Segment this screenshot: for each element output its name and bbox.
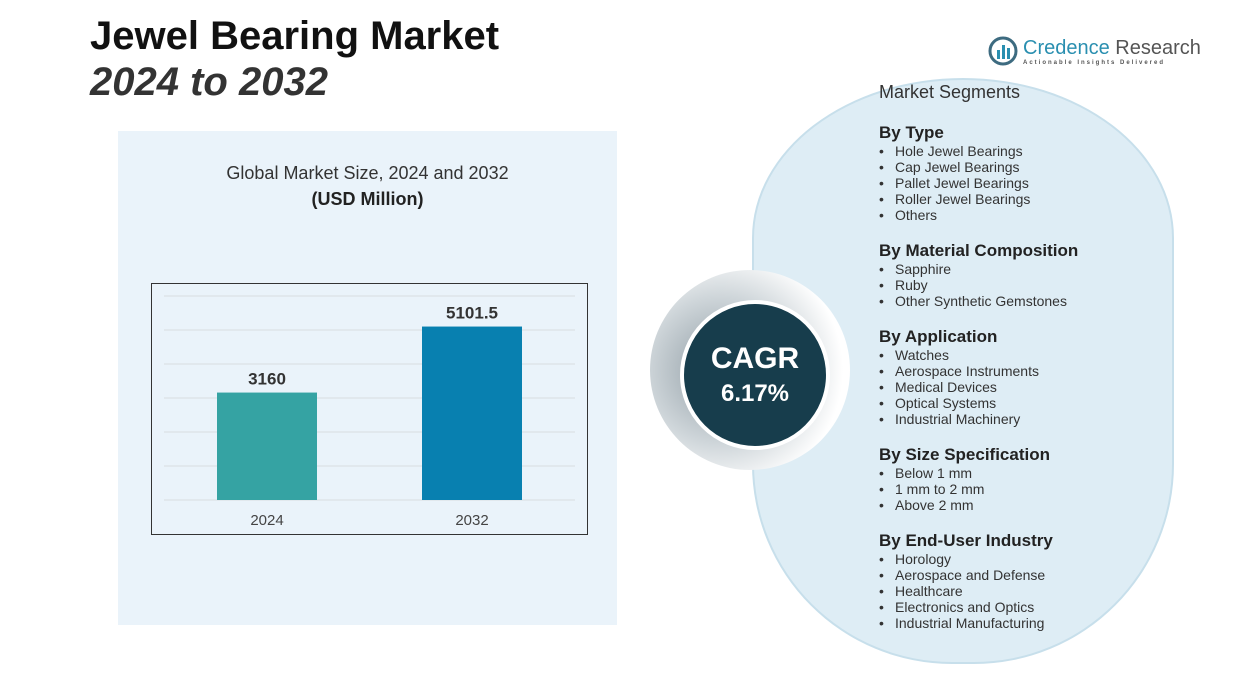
segment-group: By Size SpecificationBelow 1 mm1 mm to 2… xyxy=(879,445,1179,513)
logo-name: Credence Research xyxy=(1023,36,1201,59)
bar-2024 xyxy=(217,392,317,500)
segment-item: Aerospace and Defense xyxy=(879,567,1179,583)
segment-group: By ApplicationWatchesAerospace Instrumen… xyxy=(879,327,1179,427)
segments-heading: Market Segments xyxy=(879,82,1021,102)
cagr-badge: CAGR 6.17% xyxy=(680,300,830,450)
logo-icon xyxy=(988,36,1018,66)
segment-item: Hole Jewel Bearings xyxy=(879,143,1179,159)
data-label: 5101.5 xyxy=(446,304,498,323)
cagr-label: CAGR xyxy=(710,342,800,375)
segment-item: Roller Jewel Bearings xyxy=(879,191,1179,207)
segments-list: Market Segments By TypeHole Jewel Bearin… xyxy=(879,82,1179,649)
segment-item: 1 mm to 2 mm xyxy=(879,481,1179,497)
chart-subtitle: (USD Million) xyxy=(311,189,424,209)
segment-item: Ruby xyxy=(879,277,1179,293)
segment-group-title: By Type xyxy=(879,123,944,142)
segment-item: Above 2 mm xyxy=(879,497,1179,513)
segment-item: Medical Devices xyxy=(879,379,1179,395)
segment-group-title: By Material Composition xyxy=(879,241,1079,260)
segment-item: Industrial Machinery xyxy=(879,411,1179,427)
segment-group: By Material CompositionSapphireRubyOther… xyxy=(879,241,1179,309)
logo: Credence Research Actionable Insights De… xyxy=(988,36,1201,66)
logo-tagline: Actionable Insights Delivered xyxy=(1023,59,1166,66)
segment-item: Pallet Jewel Bearings xyxy=(879,175,1179,191)
chart-panel: Global Market Size, 2024 and 2032 (USD M… xyxy=(118,131,617,625)
segment-item: Healthcare xyxy=(879,583,1179,599)
segment-group-title: By Size Specification xyxy=(879,445,1050,464)
segment-item: Aerospace Instruments xyxy=(879,363,1179,379)
chart-frame: 3160 2024 5101.5 2032 xyxy=(151,283,588,535)
data-label: 3160 xyxy=(248,370,286,389)
segment-group: By TypeHole Jewel BearingsCap Jewel Bear… xyxy=(879,123,1179,223)
x-tick-label: 2032 xyxy=(455,512,488,529)
segment-item: Watches xyxy=(879,347,1179,363)
segment-group: By End-User IndustryHorologyAerospace an… xyxy=(879,531,1179,631)
segment-item: Other Synthetic Gemstones xyxy=(879,293,1179,309)
segment-group-title: By End-User Industry xyxy=(879,531,1053,550)
x-tick-label: 2024 xyxy=(250,512,283,529)
page-subtitle: 2024 to 2032 xyxy=(90,60,328,104)
segment-item: Cap Jewel Bearings xyxy=(879,159,1179,175)
segment-item: Electronics and Optics xyxy=(879,599,1179,615)
chart-title: Global Market Size, 2024 and 2032 xyxy=(226,163,509,183)
segment-item: Below 1 mm xyxy=(879,465,1179,481)
segment-item: Horology xyxy=(879,551,1179,567)
bar-2032 xyxy=(422,326,522,500)
segment-item: Sapphire xyxy=(879,261,1179,277)
bar-chart: 3160 2024 5101.5 2032 xyxy=(164,295,575,529)
segment-item: Others xyxy=(879,207,1179,223)
cagr-value: 6.17% xyxy=(720,380,790,407)
page-title: Jewel Bearing Market xyxy=(90,14,500,58)
segment-item: Industrial Manufacturing xyxy=(879,615,1179,631)
segment-group-title: By Application xyxy=(879,327,998,346)
segment-item: Optical Systems xyxy=(879,395,1179,411)
